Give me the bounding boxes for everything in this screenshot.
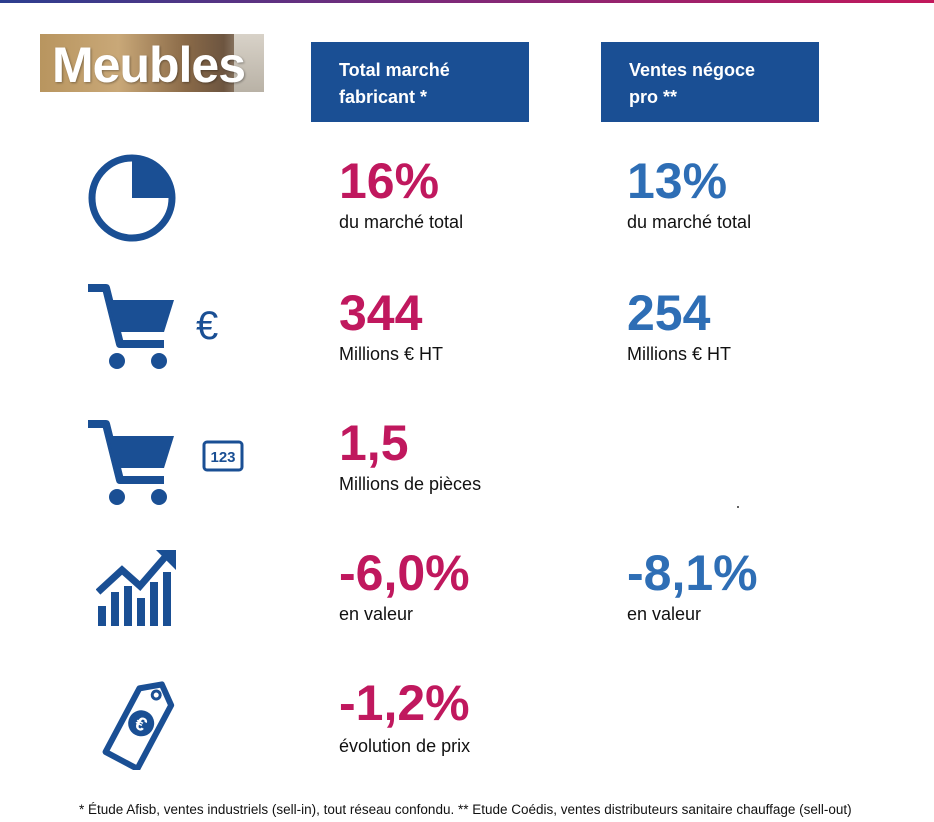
- revenue-manufacturer-label: Millions € HT: [339, 344, 444, 364]
- volume-manufacturer-value: 1,5: [339, 415, 409, 471]
- cart-count-icon: 123: [84, 418, 249, 508]
- volume-manufacturer-label: Millions de pièces: [339, 474, 482, 494]
- top-accent-bar: [0, 0, 934, 3]
- stray-dot: [737, 506, 739, 508]
- column-header-line: Total marché: [339, 60, 450, 80]
- value-change-manufacturer-label: en valeur: [339, 604, 414, 624]
- column-header-line: Ventes négoce: [629, 60, 756, 80]
- revenue-manufacturer-value: 344: [339, 285, 423, 341]
- title-banner: Meubles: [40, 34, 264, 92]
- count-symbol: 123: [210, 449, 235, 466]
- page-title: Meubles: [52, 37, 246, 92]
- pie-chart-icon: [86, 152, 178, 244]
- column-header-line: fabricant *: [339, 87, 428, 107]
- euro-symbol: €: [196, 304, 218, 348]
- revenue-trade-label: Millions € HT: [627, 344, 732, 364]
- price-change-manufacturer-label: évolution de prix: [339, 736, 471, 756]
- banner-background-detail: [234, 34, 264, 92]
- column-header-ventes-negoce: Ventes négoce pro **: [601, 42, 819, 122]
- market-share-manufacturer-value: 16%: [339, 153, 440, 209]
- value-change-trade-value: -8,1%: [627, 545, 758, 601]
- footnote: * Étude Afisb, ventes industriels (sell-…: [79, 802, 852, 817]
- value-change-manufacturer-value: -6,0%: [339, 545, 470, 601]
- market-share-trade-label: du marché total: [627, 212, 752, 232]
- column-header-total-marche: Total marché fabricant *: [311, 42, 529, 122]
- price-tag-euro-icon: €: [96, 666, 192, 770]
- revenue-trade-value: 254: [627, 285, 711, 341]
- value-change-trade-label: en valeur: [627, 604, 702, 624]
- cart-euro-icon: €: [84, 282, 244, 372]
- price-change-manufacturer-value: -1,2%: [339, 675, 470, 731]
- market-share-trade-value: 13%: [627, 153, 728, 209]
- column-header-line: pro **: [629, 87, 678, 107]
- growth-chart-icon: [96, 548, 178, 628]
- market-share-manufacturer-label: du marché total: [339, 212, 464, 232]
